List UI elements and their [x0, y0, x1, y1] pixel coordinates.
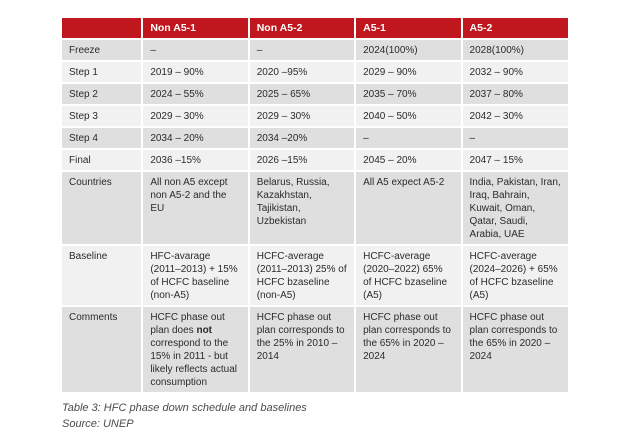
comment-text-post: correspond to the 15% in 2011 - but like… — [150, 338, 238, 388]
table-cell: – — [142, 39, 250, 62]
source-note: Source: UNEP — [62, 418, 134, 430]
table-cell: 2036 –15% — [142, 149, 250, 172]
row-label: Step 4 — [62, 127, 144, 150]
table-cell: – — [355, 127, 463, 150]
table-cell: HCFC phase out plan corresponds to the 2… — [248, 306, 357, 394]
row-label: Countries — [62, 171, 144, 246]
table-row-baseline: Baseline HFC-avarage (2011–2013) + 15% o… — [62, 245, 568, 307]
table-cell: – — [248, 39, 357, 62]
table-cell: 2034 – 20% — [142, 127, 250, 150]
row-label: Comments — [62, 306, 144, 394]
table-cell: 2042 – 30% — [461, 105, 568, 128]
table-cell: HCFC phase out plan corresponds to the 6… — [461, 306, 568, 394]
hfc-phase-down-table: Non A5-1 Non A5-2 A5-1 A5-2 Freeze – – 2… — [62, 18, 568, 394]
table-caption: Table 3: HFC phase down schedule and bas… — [62, 402, 307, 414]
row-label: Step 3 — [62, 105, 144, 128]
table-row-comments: Comments HCFC phase out plan does not co… — [62, 306, 568, 394]
table-row-countries: Countries All non A5 except non A5-2 and… — [62, 171, 568, 246]
table-cell: 2034 –20% — [248, 127, 357, 150]
table-cell: India, Pakistan, Iran, Iraq, Bahrain, Ku… — [461, 171, 568, 246]
row-label: Step 2 — [62, 83, 144, 106]
table-cell: HFC-avarage (2011–2013) + 15% of HCFC ba… — [142, 245, 250, 307]
table-cell: 2020 –95% — [248, 61, 357, 84]
table-cell: 2029 – 30% — [248, 105, 357, 128]
page: Non A5-1 Non A5-2 A5-1 A5-2 Freeze – – 2… — [62, 18, 568, 430]
table-cell: HCFC phase out plan does not correspond … — [142, 306, 250, 394]
column-header-blank — [62, 18, 144, 40]
comment-text-pre: HCFC phase out plan does — [150, 312, 225, 336]
row-label: Final — [62, 149, 144, 172]
row-label: Step 1 — [62, 61, 144, 84]
table-cell: 2037 – 80% — [461, 83, 568, 106]
column-header-non-a5-2: Non A5-2 — [248, 18, 357, 40]
table-row-step-2: Step 2 2024 – 55% 2025 – 65% 2035 – 70% … — [62, 83, 568, 106]
column-header-a5-1: A5-1 — [355, 18, 463, 40]
table-cell: 2019 – 90% — [142, 61, 250, 84]
column-header-a5-2: A5-2 — [461, 18, 568, 40]
table-cell: Belarus, Russia, Kazakhstan, Tajikistan,… — [248, 171, 357, 246]
row-label: Baseline — [62, 245, 144, 307]
row-label: Freeze — [62, 39, 144, 62]
table-cell: HCFC-average (2020–2022) 65% of HCFC bza… — [355, 245, 463, 307]
table-cell: 2024(100%) — [355, 39, 463, 62]
table-cell: 2040 – 50% — [355, 105, 463, 128]
table-cell: 2025 – 65% — [248, 83, 357, 106]
column-header-non-a5-1: Non A5-1 — [142, 18, 250, 40]
table-cell: HCFC phase out plan corresponds to the 6… — [355, 306, 463, 394]
table-cell: All A5 expect A5-2 — [355, 171, 463, 246]
table-cell: 2024 – 55% — [142, 83, 250, 106]
caption-block: Table 3: HFC phase down schedule and bas… — [62, 400, 628, 432]
table-row-step-3: Step 3 2029 – 30% 2029 – 30% 2040 – 50% … — [62, 105, 568, 128]
table-cell: All non A5 except non A5-2 and the EU — [142, 171, 250, 246]
table-cell: – — [461, 127, 568, 150]
table-cell: HCFC-average (2011–2013) 25% of HCFC bza… — [248, 245, 357, 307]
table-cell: 2029 – 90% — [355, 61, 463, 84]
table-cell: HCFC-average (2024–2026) + 65% of HCFC b… — [461, 245, 568, 307]
header-row: Non A5-1 Non A5-2 A5-1 A5-2 — [62, 18, 568, 40]
table-row-final: Final 2036 –15% 2026 –15% 2045 – 20% 204… — [62, 149, 568, 172]
table-cell: 2032 – 90% — [461, 61, 568, 84]
table-cell: 2028(100%) — [461, 39, 568, 62]
table-cell: 2045 – 20% — [355, 149, 463, 172]
table-cell: 2047 – 15% — [461, 149, 568, 172]
comment-text-bold: not — [196, 325, 213, 336]
table-row-step-1: Step 1 2019 – 90% 2020 –95% 2029 – 90% 2… — [62, 61, 568, 84]
table-row-step-4: Step 4 2034 – 20% 2034 –20% – – — [62, 127, 568, 150]
table-row-freeze: Freeze – – 2024(100%) 2028(100%) — [62, 39, 568, 62]
table-cell: 2026 –15% — [248, 149, 357, 172]
table-cell: 2029 – 30% — [142, 105, 250, 128]
table-cell: 2035 – 70% — [355, 83, 463, 106]
